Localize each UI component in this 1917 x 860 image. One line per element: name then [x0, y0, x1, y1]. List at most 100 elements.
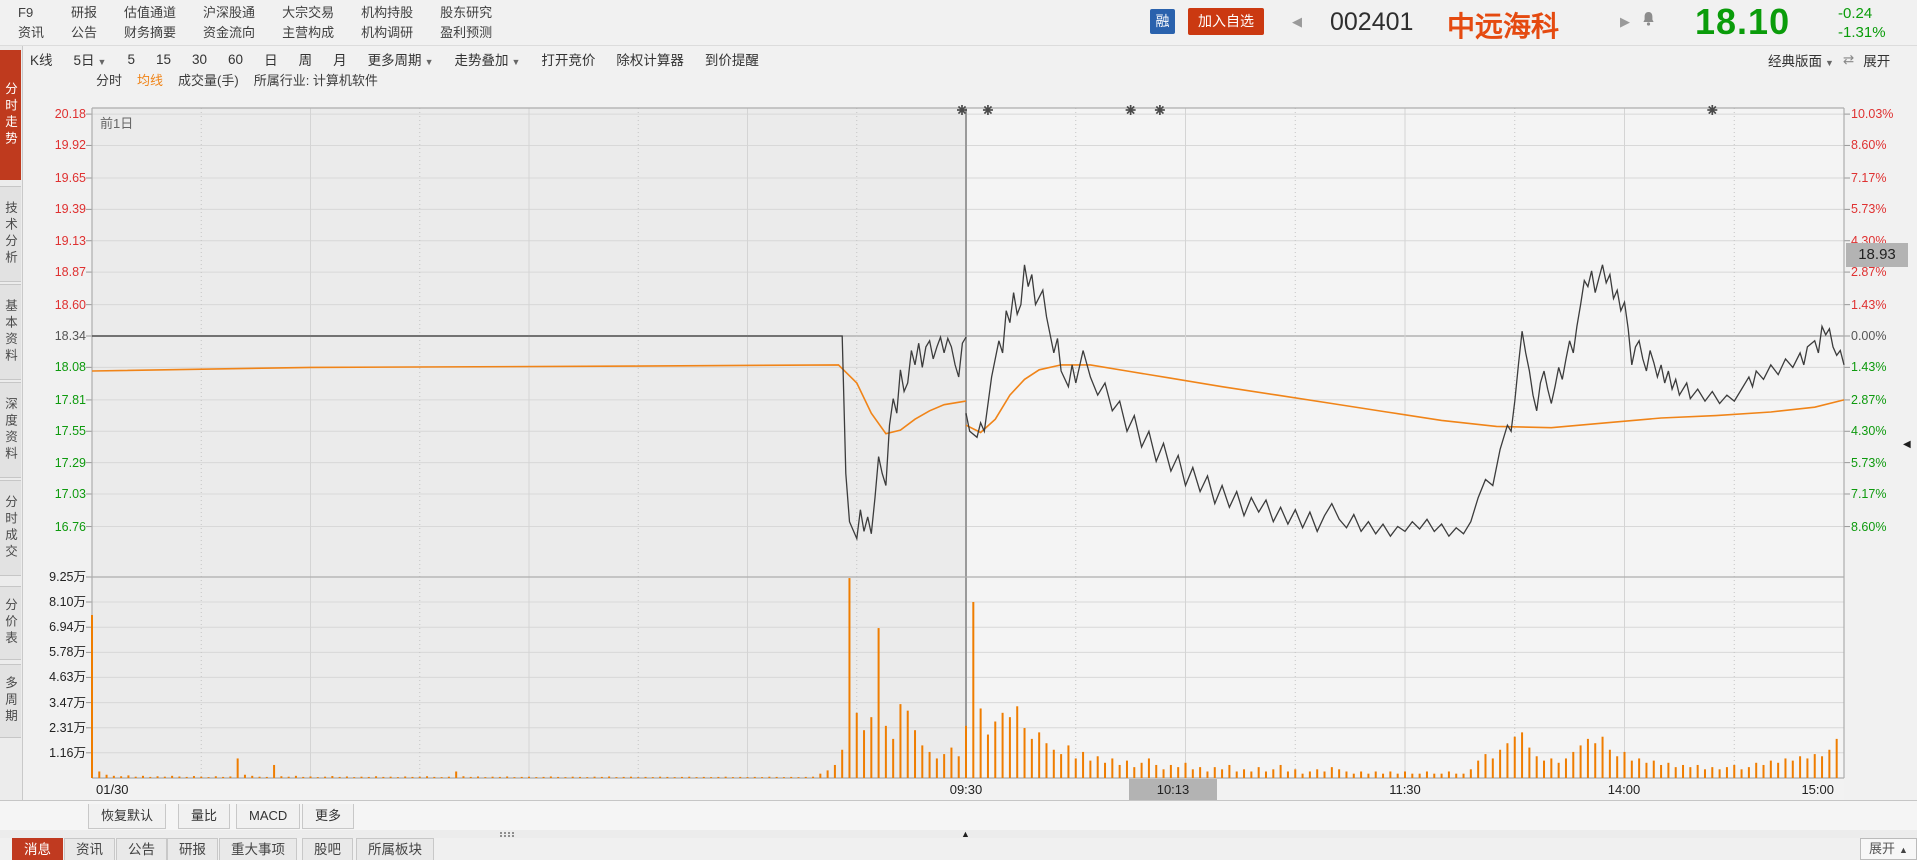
toolbar-item[interactable]: 走势叠加 ▼: [454, 53, 521, 68]
menu-item[interactable]: 机构调研: [361, 25, 414, 40]
price-axis-label: 19.13: [54, 233, 86, 248]
legend-minute-line[interactable]: 分时: [96, 72, 123, 88]
legend-avg-line[interactable]: 均线: [137, 72, 164, 88]
menu-item[interactable]: 股东研究: [440, 5, 493, 20]
sidebar-item[interactable]: 多周期: [0, 664, 21, 738]
price-change-pct: -1.31%: [1838, 24, 1886, 41]
time-axis-label: 09:30: [949, 782, 983, 797]
menu-item[interactable]: 研报: [71, 5, 98, 20]
top-menu: F9 资讯 研报公告 估值通道财务摘要 沪深股通资金流向 大宗交易主营构成 机构持股机构调研…: [18, 3, 492, 43]
price-axis-label: 17.81: [54, 392, 86, 407]
pct-axis-label: 2.87%: [1851, 392, 1887, 407]
price-axis-label: 20.18: [54, 107, 86, 122]
splitter-arrow-icon[interactable]: ▲: [961, 829, 970, 839]
expand-bottom-button[interactable]: 展开 ▲: [1860, 838, 1917, 860]
margin-badge[interactable]: 融: [1150, 9, 1175, 34]
menu-item[interactable]: 公告: [71, 25, 98, 40]
indicator-tab[interactable]: MACD: [236, 804, 301, 829]
pct-axis-label: 2.87%: [1851, 265, 1887, 280]
volume-axis-label: 5.78万: [49, 645, 86, 660]
news-tab[interactable]: 股吧: [302, 838, 353, 860]
pct-axis-label: 10.03%: [1851, 107, 1894, 122]
menu-item[interactable]: 财务摘要: [124, 25, 177, 40]
volume-axis-label: 6.94万: [49, 620, 86, 635]
pct-axis-label: 4.30%: [1851, 424, 1887, 439]
splitter-grip-icon[interactable]: [500, 832, 502, 834]
price-change: -0.24: [1838, 5, 1873, 22]
pct-axis-label: 1.43%: [1851, 360, 1887, 375]
prev-day-label: 前1日: [100, 116, 134, 131]
menu-item[interactable]: 盈利预测: [440, 25, 493, 40]
stock-code: 002401: [1330, 8, 1414, 36]
price-axis-label: 19.92: [54, 138, 86, 153]
pct-axis-label: 8.60%: [1851, 138, 1887, 153]
pct-axis-label: 7.17%: [1851, 171, 1887, 185]
news-tab[interactable]: 资讯: [64, 838, 115, 860]
menu-item[interactable]: 沪深股通: [203, 5, 256, 20]
crosshair-time-tag: 10:13: [1129, 779, 1217, 800]
event-marker-icon: [1125, 105, 1136, 115]
menu-item[interactable]: 主营构成: [282, 25, 335, 40]
toolbar-item[interactable]: 月: [333, 53, 347, 68]
event-marker-icon: [1154, 105, 1165, 115]
intraday-chart[interactable]: [0, 0, 1917, 810]
toolbar-item[interactable]: 日: [264, 53, 278, 68]
toolbar-item[interactable]: 15: [155, 51, 171, 67]
toolbar-item[interactable]: 更多周期 ▼: [367, 53, 434, 68]
indicator-tab[interactable]: 量比: [178, 804, 231, 829]
volume-axis-label: 9.25万: [49, 570, 86, 584]
toolbar-item[interactable]: 5日 ▼: [73, 53, 107, 68]
menu-item[interactable]: 机构持股: [361, 5, 414, 20]
legend-volume[interactable]: 成交量(手): [178, 72, 239, 88]
next-stock-icon[interactable]: ▶: [1620, 14, 1630, 29]
expand-top-button[interactable]: 展开: [1863, 54, 1891, 69]
indicator-tab[interactable]: 更多: [302, 804, 355, 829]
time-axis-label: 11:30: [1389, 782, 1421, 797]
sidebar-item[interactable]: 深度资料: [0, 382, 21, 478]
sidebar-item[interactable]: 分价表: [0, 586, 21, 660]
industry-link[interactable]: 所属行业: 计算机软件: [253, 72, 378, 88]
pct-axis-label: 5.73%: [1851, 202, 1887, 217]
chevron-down-icon: ▼: [97, 57, 107, 67]
menu-item[interactable]: 资金流向: [203, 25, 256, 40]
sidebar-item[interactable]: 技术分析: [0, 186, 21, 282]
news-tab[interactable]: 研报: [167, 838, 218, 860]
chevron-down-icon: ▼: [511, 57, 521, 67]
price-axis-label: 16.76: [54, 519, 86, 534]
indicator-tab[interactable]: 恢复默认: [88, 804, 167, 829]
prev-stock-icon[interactable]: ◀: [1292, 14, 1302, 29]
alert-bell-icon[interactable]: [1641, 11, 1656, 33]
menu-item[interactable]: 资讯: [18, 25, 45, 40]
sidebar-item[interactable]: 分时成交: [0, 480, 21, 576]
news-tab[interactable]: 重大事项: [219, 838, 297, 860]
toolbar-item[interactable]: 30: [192, 51, 208, 67]
pct-axis-label: 0.00%: [1851, 329, 1887, 343]
news-tab[interactable]: 所属板块: [356, 838, 434, 860]
left-sidebar: 分时走势技术分析 基本资料 深度资料 分时成交分价表多周期: [0, 46, 23, 860]
toolbar-item[interactable]: 60: [228, 51, 244, 67]
collapse-right-handle[interactable]: ◀: [1903, 439, 1911, 450]
news-tab[interactable]: 消息: [12, 838, 63, 860]
toolbar-item[interactable]: 打开竞价: [541, 53, 596, 68]
news-tabs-row: 消息 资讯 公告 研报 重大事项 股吧 所属板块: [0, 838, 1917, 860]
toolbar-item[interactable]: K线: [30, 53, 53, 68]
toolbar-item[interactable]: 除权计算器: [616, 53, 684, 68]
toolbar-item[interactable]: 5: [127, 51, 135, 67]
menu-item[interactable]: F9: [18, 5, 34, 20]
add-watchlist-button[interactable]: 加入自选: [1188, 8, 1264, 35]
header-divider: [0, 45, 1917, 46]
layout-select[interactable]: 经典版面 ▼: [1768, 54, 1834, 69]
sidebar-item[interactable]: 基本资料: [0, 284, 21, 380]
swap-panel-icon[interactable]: ⇄: [1842, 52, 1855, 67]
time-axis-label: 15:00: [1801, 782, 1834, 797]
indicator-row: 恢复默认 量比 MACD 更多: [0, 800, 1917, 831]
price-axis-label: 18.08: [54, 360, 86, 375]
sidebar-item[interactable]: 分时走势: [0, 50, 21, 180]
toolbar-item[interactable]: 到价提醒: [704, 53, 759, 68]
menu-item[interactable]: 估值通道: [124, 5, 177, 20]
menu-item[interactable]: 大宗交易: [282, 5, 335, 20]
toolbar-item[interactable]: 周: [298, 53, 313, 68]
price-axis-label: 17.03: [54, 486, 86, 501]
news-tab[interactable]: 公告: [116, 838, 167, 860]
pct-axis-label: 5.73%: [1851, 455, 1887, 470]
